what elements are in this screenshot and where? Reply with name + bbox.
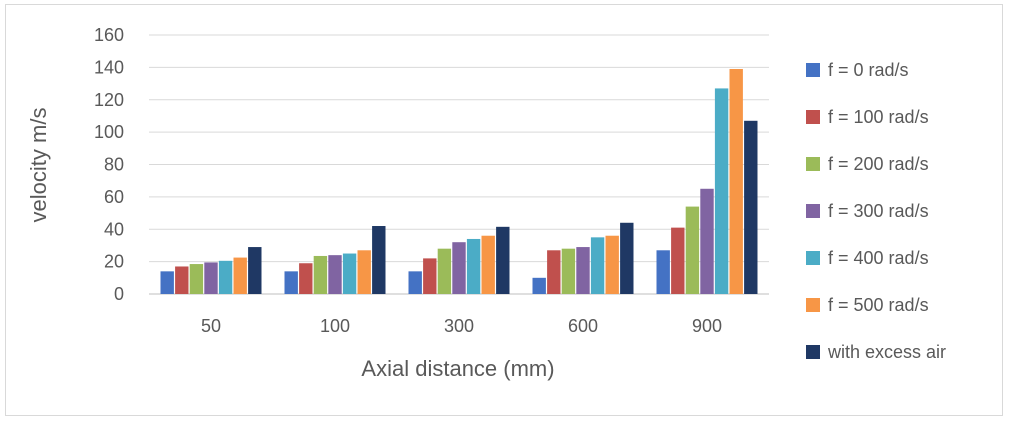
bar bbox=[357, 250, 371, 294]
bar bbox=[656, 250, 670, 294]
bar bbox=[714, 88, 729, 294]
y-tick-label: 100 bbox=[94, 122, 124, 142]
y-tick-label: 60 bbox=[104, 187, 124, 207]
legend-label: with excess air bbox=[827, 342, 946, 362]
y-tick-label: 80 bbox=[104, 155, 124, 175]
bar bbox=[204, 262, 218, 294]
bar-chart: 0 20 40 60 80 100 120 140 160 50 100 300 600 900 vel… bbox=[26, 25, 946, 381]
legend-item: f = 300 rad/s bbox=[806, 201, 929, 221]
bar bbox=[372, 226, 386, 294]
legend: f = 0 rad/s f = 100 rad/s f = 200 rad/s f =… bbox=[806, 60, 946, 362]
bar bbox=[313, 255, 328, 294]
bar bbox=[532, 277, 546, 294]
bar bbox=[328, 255, 342, 294]
y-tick-label: 140 bbox=[94, 57, 124, 77]
legend-label: f = 200 rad/s bbox=[828, 154, 929, 174]
legend-label: f = 300 rad/s bbox=[828, 201, 929, 221]
legend-swatch bbox=[806, 204, 820, 218]
bar bbox=[605, 235, 619, 294]
bar bbox=[342, 253, 357, 294]
bar bbox=[576, 247, 590, 294]
legend-label: f = 0 rad/s bbox=[828, 60, 909, 80]
legend-item: f = 500 rad/s bbox=[806, 295, 929, 315]
x-tick-label: 300 bbox=[444, 316, 474, 336]
bar bbox=[189, 264, 204, 294]
legend-item: f = 200 rad/s bbox=[806, 154, 929, 174]
bars bbox=[160, 68, 758, 294]
bar bbox=[452, 242, 466, 294]
legend-label: f = 500 rad/s bbox=[828, 295, 929, 315]
legend-label: f = 400 rad/s bbox=[828, 248, 929, 268]
y-axis-label: velocity m/s bbox=[26, 108, 51, 223]
legend-item: f = 0 rad/s bbox=[806, 60, 909, 80]
y-tick-labels: 0 20 40 60 80 100 120 140 160 bbox=[94, 25, 124, 304]
bar bbox=[590, 237, 605, 294]
chart-frame: 0 20 40 60 80 100 120 140 160 50 100 300 600 900 vel… bbox=[5, 4, 1003, 416]
bar bbox=[218, 260, 233, 294]
bar bbox=[466, 238, 481, 294]
bar bbox=[248, 247, 262, 294]
x-tick-label: 50 bbox=[201, 316, 221, 336]
y-tick-label: 20 bbox=[104, 252, 124, 272]
legend-swatch bbox=[806, 345, 820, 359]
y-tick-label: 40 bbox=[104, 219, 124, 239]
bar bbox=[561, 248, 576, 294]
bar bbox=[423, 258, 437, 294]
bar bbox=[496, 226, 510, 294]
x-tick-label: 600 bbox=[568, 316, 598, 336]
bar bbox=[700, 188, 714, 294]
bar bbox=[299, 263, 313, 294]
x-axis-label: Axial distance (mm) bbox=[361, 356, 554, 381]
bar bbox=[160, 271, 174, 294]
y-tick-label: 160 bbox=[94, 25, 124, 45]
legend-item: f = 100 rad/s bbox=[806, 107, 929, 127]
legend-item: with excess air bbox=[806, 342, 946, 362]
y-tick-label: 120 bbox=[94, 90, 124, 110]
legend-swatch bbox=[806, 298, 820, 312]
bar bbox=[175, 266, 189, 294]
bar bbox=[481, 235, 495, 294]
bar bbox=[671, 227, 685, 294]
y-tick-label: 0 bbox=[114, 284, 124, 304]
legend-swatch bbox=[806, 63, 820, 77]
x-tick-label: 100 bbox=[320, 316, 350, 336]
bar bbox=[233, 257, 247, 294]
x-tick-labels: 50 100 300 600 900 bbox=[201, 316, 722, 336]
bar bbox=[744, 120, 758, 294]
bar bbox=[437, 248, 452, 294]
x-tick-label: 900 bbox=[692, 316, 722, 336]
bar bbox=[284, 271, 298, 294]
bar bbox=[685, 206, 700, 294]
legend-item: f = 400 rad/s bbox=[806, 248, 929, 268]
bar bbox=[547, 250, 561, 294]
legend-swatch bbox=[806, 157, 820, 171]
legend-swatch bbox=[806, 251, 820, 265]
legend-label: f = 100 rad/s bbox=[828, 107, 929, 127]
legend-swatch bbox=[806, 110, 820, 124]
bar bbox=[408, 271, 422, 294]
bar bbox=[729, 68, 743, 294]
bar bbox=[620, 222, 634, 294]
